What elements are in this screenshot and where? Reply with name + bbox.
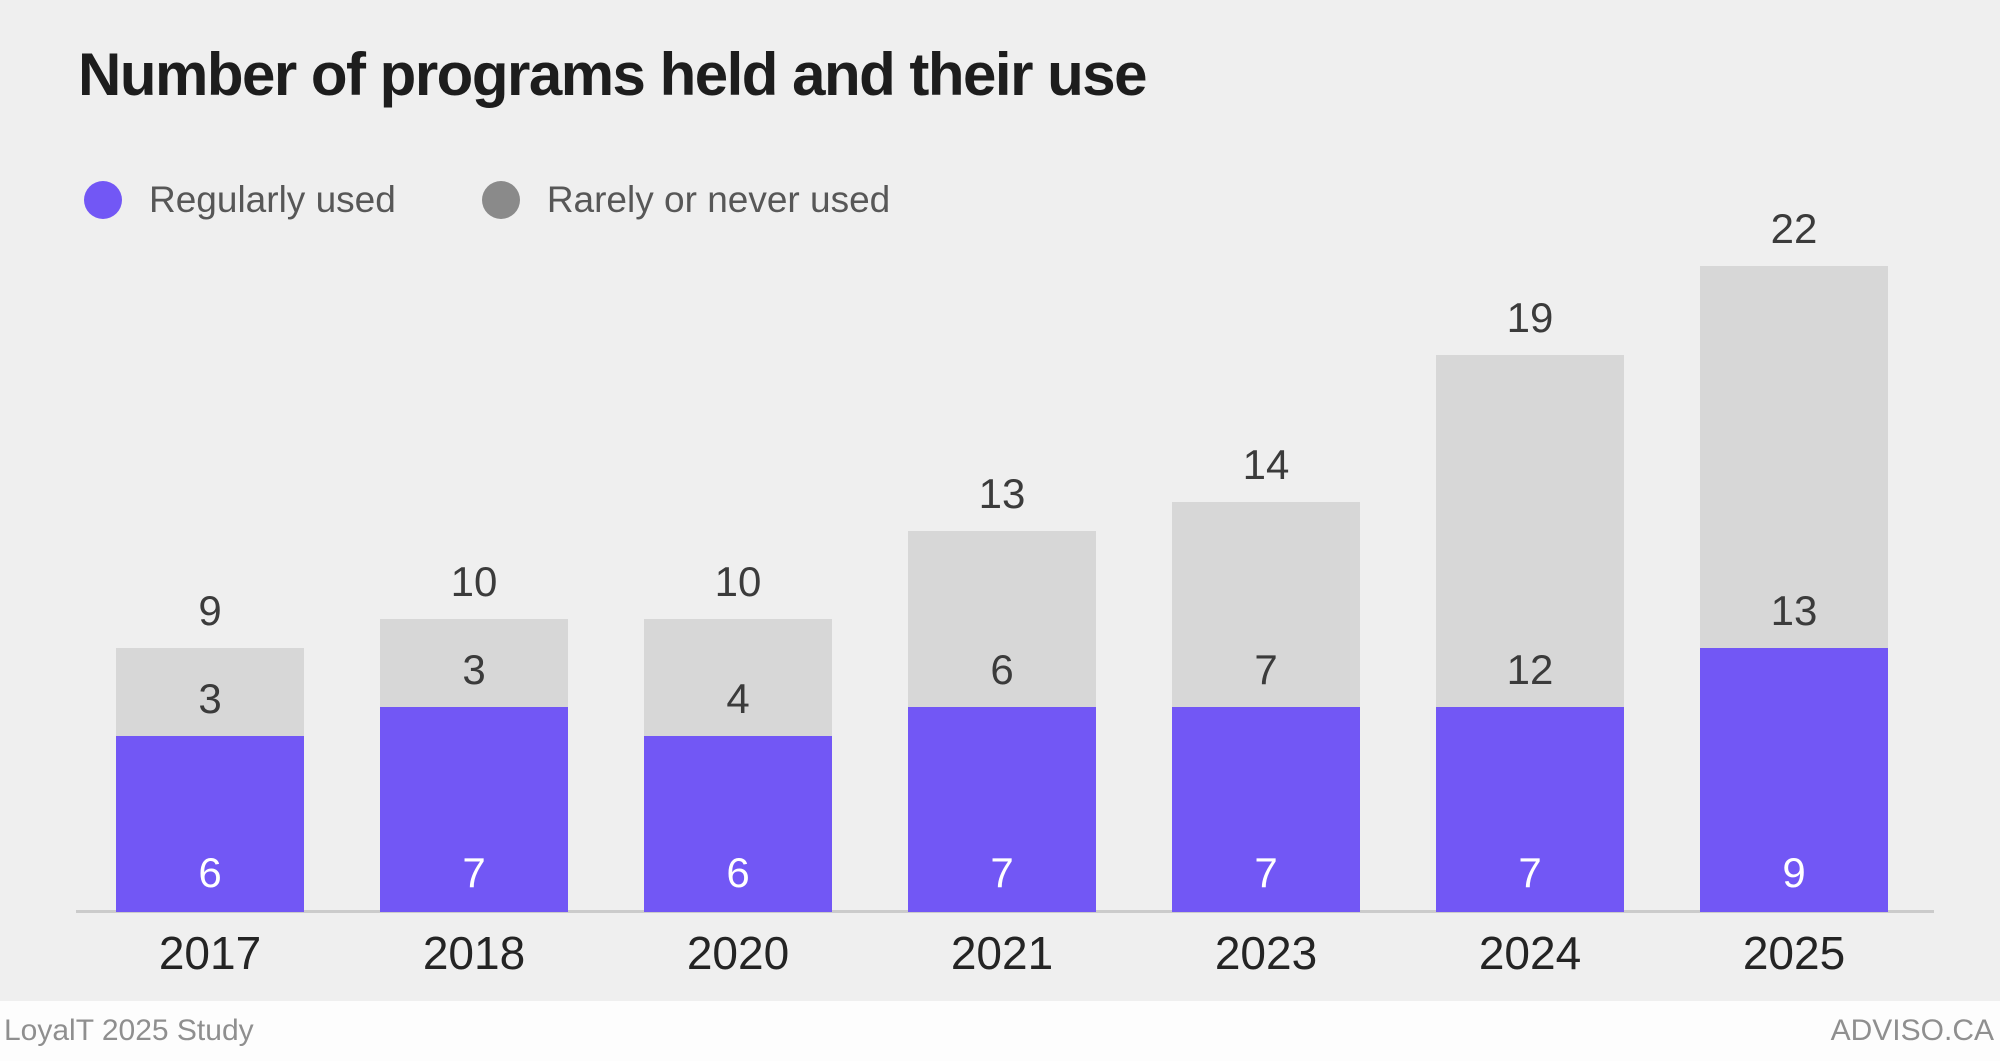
x-axis-tick-label: 2025 <box>1742 927 1846 979</box>
x-axis-tick-label: 2021 <box>950 927 1054 979</box>
x-axis-tick-label: 2024 <box>1478 927 1582 979</box>
x-axis-tick-label: 2017 <box>158 927 262 979</box>
bar-total-label: 14 <box>1242 441 1290 488</box>
bar-segment-rare <box>1172 502 1360 707</box>
bar-segment-rare <box>644 619 832 736</box>
bar-regular-value-label: 7 <box>1254 849 1278 896</box>
bar-regular-value-label: 7 <box>462 849 486 896</box>
source-note: LoyalT 2025 Study <box>4 1014 254 1047</box>
bar-total-label: 10 <box>714 558 762 605</box>
bar-segment-regular <box>644 736 832 912</box>
legend-label-rare: Rarely or never used <box>546 179 891 220</box>
bar-segment-regular <box>1700 648 1888 912</box>
bar-rare-value-label: 6 <box>990 646 1014 693</box>
bar-segment-regular <box>1436 707 1624 912</box>
bar-regular-value-label: 6 <box>726 849 750 896</box>
bar-regular-value-label: 9 <box>1782 849 1806 896</box>
bar-rare-value-label: 3 <box>198 675 222 722</box>
bar-segment-rare <box>380 619 568 707</box>
bar-regular-value-label: 7 <box>1518 849 1542 896</box>
legend-item-rarely-used: Rarely or never used <box>481 179 891 221</box>
x-axis-tick-label: 2020 <box>686 927 790 979</box>
x-axis-tick-label: 2018 <box>422 927 526 979</box>
x-axis-tick-label: 2023 <box>1214 927 1318 979</box>
bar-rare-value-label: 12 <box>1506 646 1554 693</box>
bar-rare-value-label: 13 <box>1770 587 1818 634</box>
bar-rare-value-label: 7 <box>1254 646 1278 693</box>
bar-segment-rare <box>1436 355 1624 707</box>
legend-label-regular: Regularly used <box>149 179 396 220</box>
bar-total-label: 10 <box>450 558 498 605</box>
legend-item-regularly-used: Regularly used <box>84 179 396 221</box>
legend: Regularly used Rarely or never used <box>84 179 891 221</box>
bar-segment-regular <box>380 707 568 912</box>
legend-dot-regular-icon <box>84 181 122 219</box>
bar-regular-value-label: 7 <box>990 849 1014 896</box>
bar-regular-value-label: 6 <box>198 849 222 896</box>
bar-total-label: 13 <box>978 470 1026 517</box>
bar-rare-value-label: 3 <box>462 646 486 693</box>
bar-segment-rare <box>1700 266 1888 648</box>
bar-total-label: 22 <box>1770 205 1818 252</box>
bar-segment-regular <box>1172 707 1360 912</box>
bar-total-label: 19 <box>1506 294 1554 341</box>
bar-segment-regular <box>116 736 304 912</box>
legend-dot-rare-icon <box>481 181 520 219</box>
chart-title: Number of programs held and their use <box>78 41 1148 108</box>
bar-total-label: 9 <box>198 587 222 634</box>
brand-note: ADVISO.CA <box>1830 1014 1994 1047</box>
bar-segment-rare <box>116 648 304 736</box>
bar-rare-value-label: 4 <box>726 675 750 722</box>
bar-segment-regular <box>908 707 1096 912</box>
footer-bar: LoyalT 2025 Study ADVISO.CA <box>0 1001 2000 1061</box>
bar-segment-rare <box>908 531 1096 707</box>
